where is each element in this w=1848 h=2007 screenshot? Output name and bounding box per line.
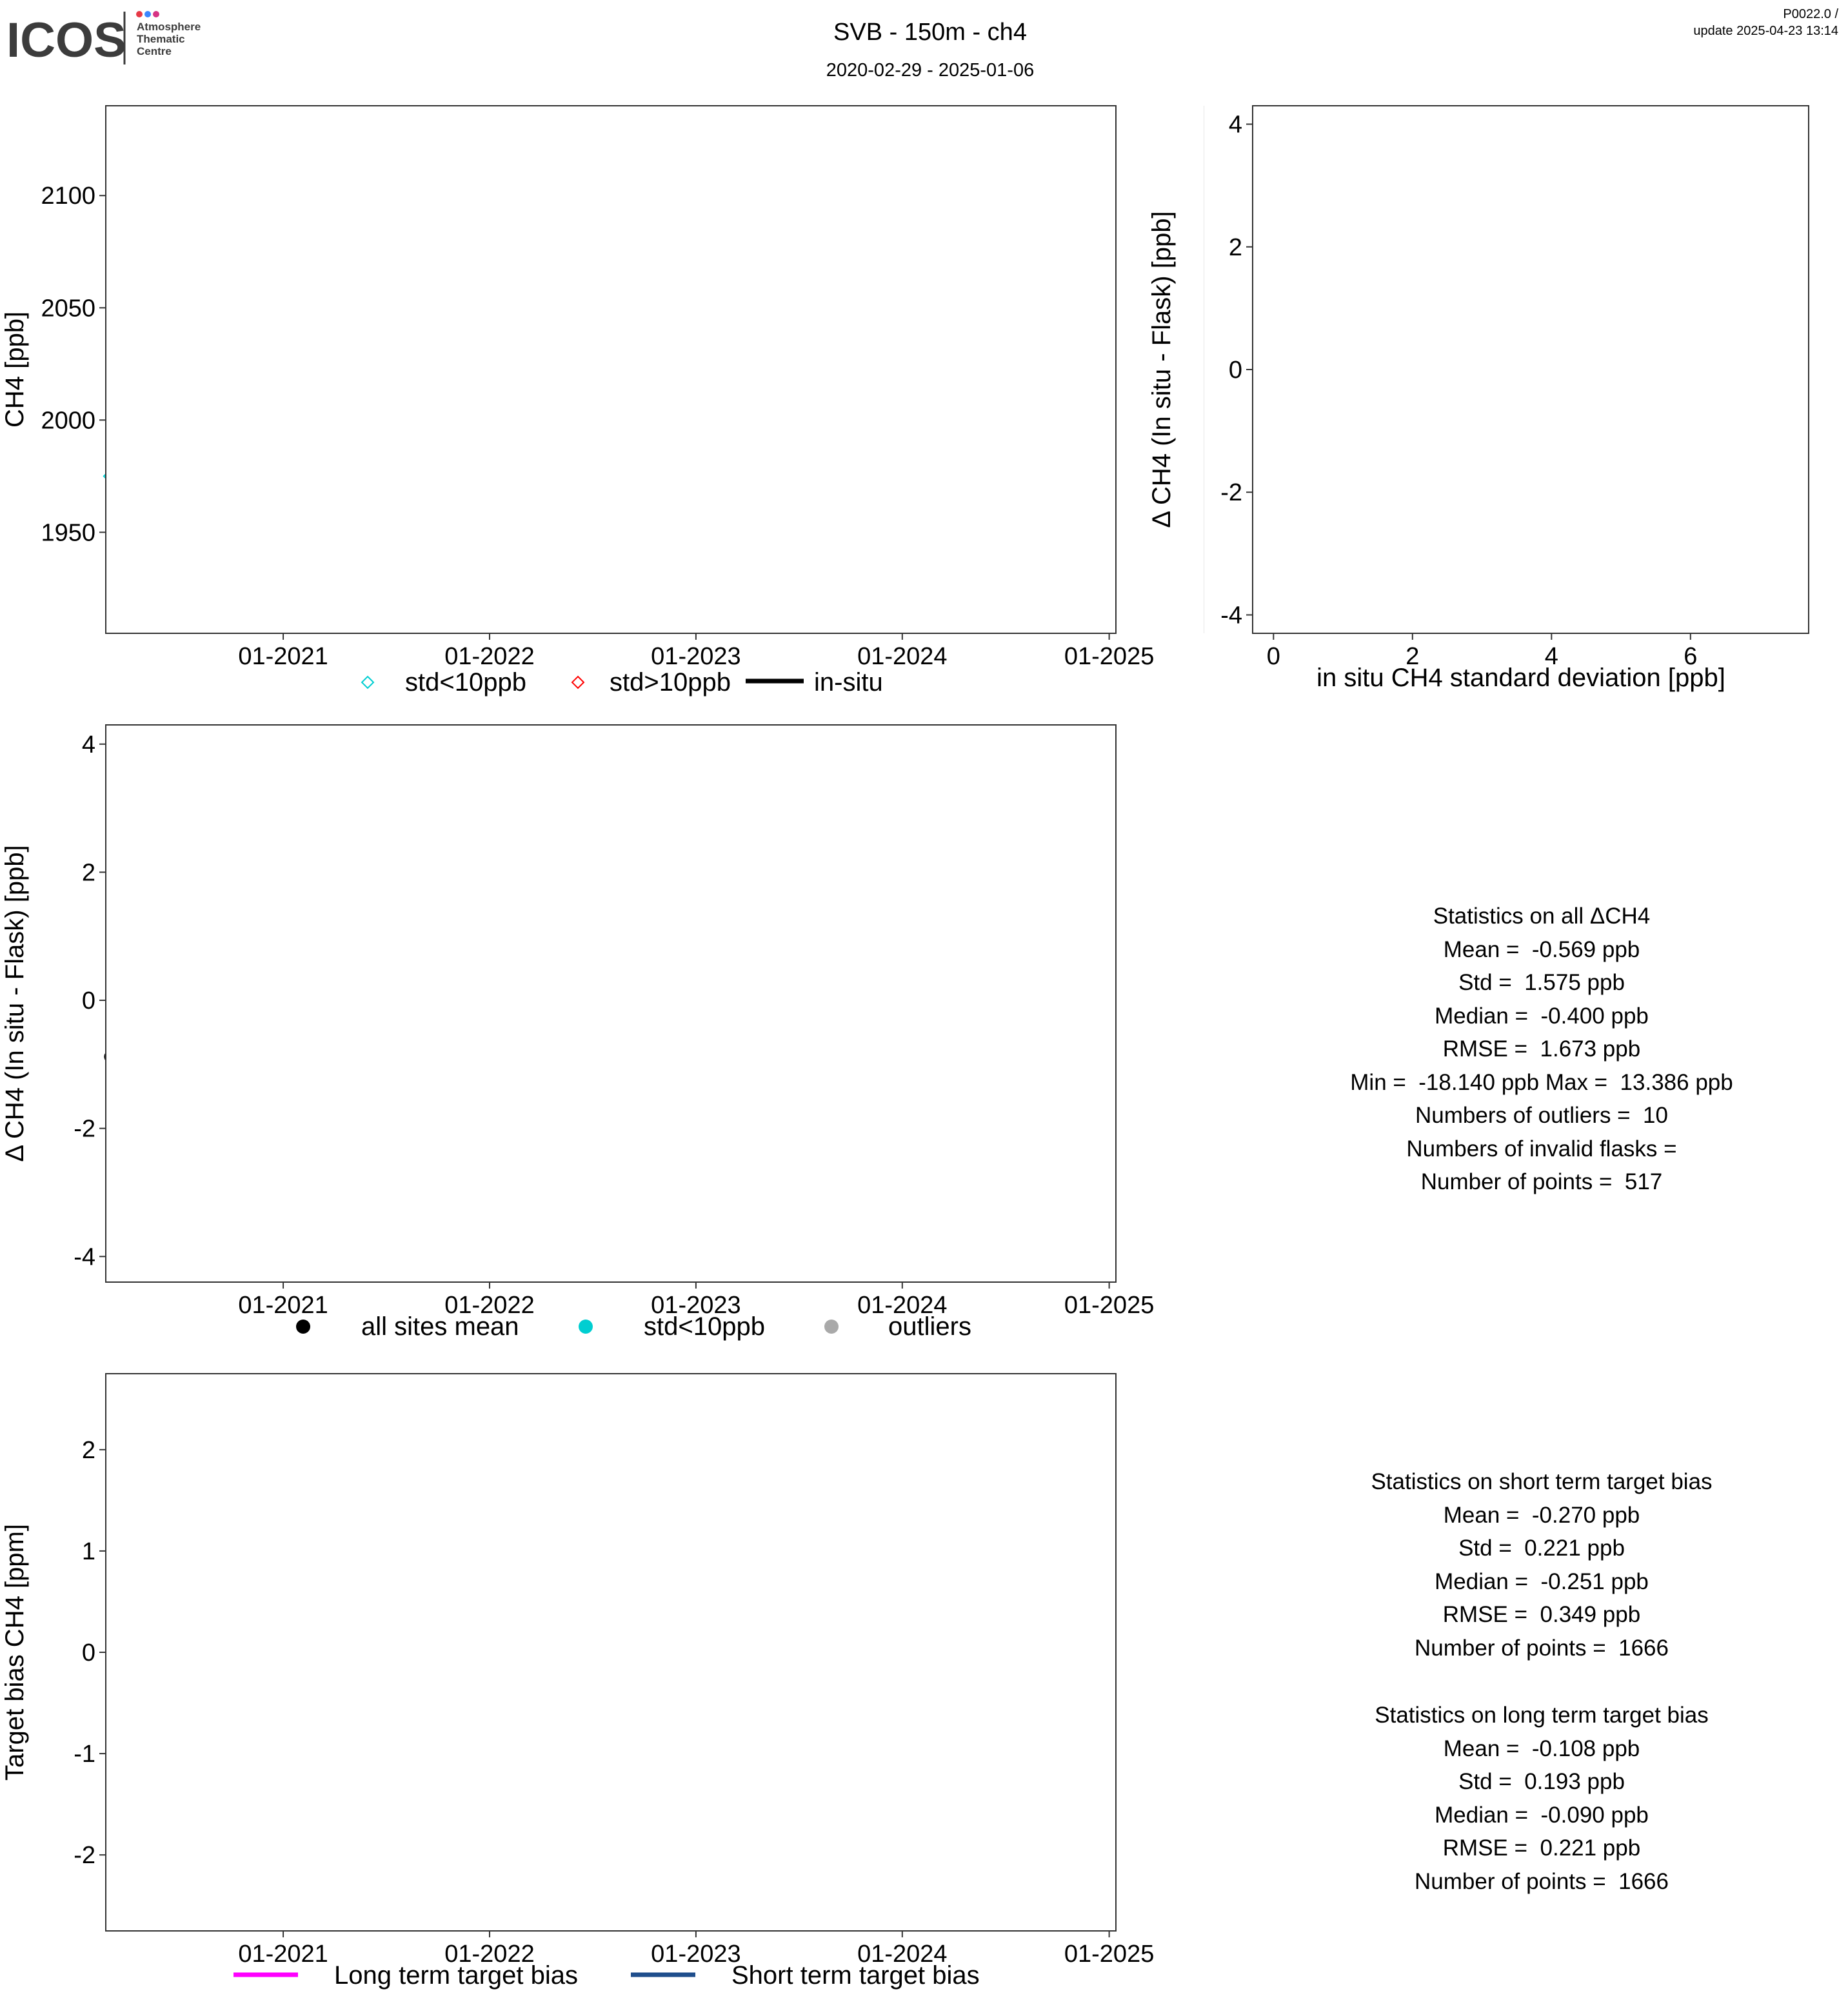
y-tick-label: 2100: [41, 183, 95, 210]
y-axis-label: Δ CH4 (In situ - Flask) [ppb]: [1, 845, 29, 1162]
diamond-marker: [571, 675, 585, 689]
legend-label: outliers: [888, 1312, 971, 1341]
legend-marker: [579, 1320, 593, 1334]
x-tick-label: 01-2025: [1064, 643, 1154, 670]
stats-all-points: Number of points = 517: [1420, 1169, 1663, 1194]
stats-long-rmse: RMSE = 0.221 ppb: [1442, 1835, 1641, 1861]
figure-title: SVB - 150m - ch4: [833, 19, 1027, 46]
stats-short-rmse: RMSE = 0.349 ppb: [1442, 1602, 1641, 1627]
x-tick-label: 6: [1684, 643, 1697, 670]
diamond-marker: [361, 675, 375, 689]
scatter-std-frame: [1252, 105, 1809, 634]
legend-label: std<10ppb: [405, 668, 526, 697]
y-axis-label: Δ CH4 (In situ - Flask) [ppb]: [1148, 211, 1176, 528]
x-tick-label: 01-2025: [1064, 1292, 1154, 1319]
target-bias-frame: [105, 1373, 1117, 1932]
stats-short-mean: Mean = -0.270 ppb: [1443, 1502, 1640, 1528]
stats-short-panel: Statistics on short term target bias Mea…: [1277, 1465, 1806, 1665]
logo-dot-pink: [153, 11, 159, 17]
stats-all-minmax: Min = -18.140 ppb Max = 13.386 ppb: [1350, 1069, 1733, 1095]
stats-all-panel: Statistics on all ΔCH4 Mean = -0.569 ppb…: [1277, 900, 1806, 1199]
logo-dot-red: [136, 11, 143, 17]
timeseries-frame: [105, 105, 1117, 634]
y-tick-label: 1: [82, 1538, 95, 1565]
x-tick-label: 01-2025: [1064, 1941, 1154, 1968]
y-tick-label: 1950: [41, 519, 95, 546]
stats-long-title: Statistics on long term target bias: [1375, 1703, 1709, 1728]
legend-label: Short term target bias: [731, 1961, 980, 1990]
y-tick-label: 2000: [41, 407, 95, 434]
y-tick-label: -1: [74, 1741, 95, 1768]
stats-all-title: Statistics on all ΔCH4: [1433, 904, 1651, 929]
logo-text: ICOS: [6, 13, 126, 68]
y-tick-label: 4: [82, 731, 95, 758]
logo-sub-3: Centre: [137, 45, 172, 57]
stats-long-median: Median = -0.090 ppb: [1435, 1802, 1649, 1828]
y-tick-label: 2050: [41, 295, 95, 322]
logo-sub-1: Atmosphere: [137, 21, 201, 33]
y-axis-label: CH4 [ppb]: [1, 311, 29, 428]
x-tick-label: 01-2024: [857, 643, 947, 670]
x-tick-label: 01-2022: [444, 643, 534, 670]
legend-label: in-situ: [814, 668, 883, 697]
stats-long-mean: Mean = -0.108 ppb: [1443, 1735, 1640, 1761]
legend-marker: [296, 1320, 310, 1334]
stats-long-panel: Statistics on long term target bias Mean…: [1277, 1699, 1806, 1898]
legend-label: Long term target bias: [334, 1961, 578, 1990]
stats-short-title: Statistics on short term target bias: [1371, 1469, 1713, 1494]
logo-sub-2: Thematic: [137, 33, 185, 45]
x-tick-label: 01-2024: [857, 1292, 947, 1319]
x-tick-label: 2: [1406, 643, 1419, 670]
x-tick-label: 01-2021: [238, 1292, 328, 1319]
logo-dot-blue: [144, 11, 151, 17]
stats-long-points: Number of points = 1666: [1415, 1868, 1669, 1894]
y-tick-label: -4: [1220, 602, 1242, 629]
icos-logo: ICOS Atmosphere Thematic Centre: [6, 11, 201, 68]
stats-all-mean: Mean = -0.569 ppb: [1443, 936, 1640, 962]
x-tick-label: 01-2022: [444, 1292, 534, 1319]
y-tick-label: 0: [82, 987, 95, 1014]
version-label: P0022.0 /: [1783, 7, 1838, 21]
y-tick-label: 2: [1229, 234, 1242, 261]
stats-short-std: Std = 0.221 ppb: [1458, 1536, 1625, 1561]
y-tick-label: 4: [1229, 112, 1242, 139]
x-tick-label: 0: [1267, 643, 1280, 670]
x-tick-label: 01-2023: [651, 1292, 740, 1319]
x-tick-label: 01-2024: [857, 1941, 947, 1968]
y-tick-label: -2: [1220, 479, 1242, 506]
stats-short-points: Number of points = 1666: [1415, 1635, 1669, 1661]
x-tick-label: 01-2023: [651, 1941, 740, 1968]
x-tick-label: 01-2023: [651, 643, 740, 670]
x-tick-label: 01-2021: [238, 1941, 328, 1968]
legend-marker: [824, 1320, 839, 1334]
update-label: update 2025-04-23 13:14: [1693, 24, 1838, 38]
stats-short-median: Median = -0.251 ppb: [1435, 1568, 1649, 1594]
legend-label: all sites mean: [361, 1312, 519, 1341]
stats-long-std: Std = 0.193 ppb: [1458, 1769, 1625, 1794]
x-axis-label: in situ CH4 standard deviation [ppb]: [1316, 664, 1725, 692]
y-tick-label: -4: [74, 1243, 95, 1270]
y-tick-label: 2: [82, 1437, 95, 1464]
x-tick-label: 01-2021: [238, 643, 328, 670]
diff-timeseries-frame: [105, 724, 1117, 1283]
legend-label: std<10ppb: [644, 1312, 765, 1341]
y-tick-label: 2: [82, 859, 95, 886]
x-tick-label: 4: [1545, 643, 1558, 670]
stats-all-invalid: Numbers of invalid flasks =: [1406, 1136, 1677, 1162]
y-tick-label: 0: [1229, 357, 1242, 384]
y-axis-label: Target bias CH4 [ppm]: [1, 1524, 29, 1781]
x-tick-label: 01-2022: [444, 1941, 534, 1968]
y-tick-label: 0: [82, 1639, 95, 1666]
stats-all-outliers: Numbers of outliers = 10: [1415, 1103, 1668, 1128]
stats-all-rmse: RMSE = 1.673 ppb: [1442, 1036, 1641, 1062]
stats-all-median: Median = -0.400 ppb: [1435, 1003, 1649, 1029]
legend-label: std>10ppb: [610, 668, 731, 697]
figure-subtitle: 2020-02-29 - 2025-01-06: [826, 60, 1034, 81]
y-tick-label: -2: [74, 1116, 95, 1143]
y-tick-label: -2: [74, 1842, 95, 1869]
stats-all-std: Std = 1.575 ppb: [1458, 970, 1625, 995]
